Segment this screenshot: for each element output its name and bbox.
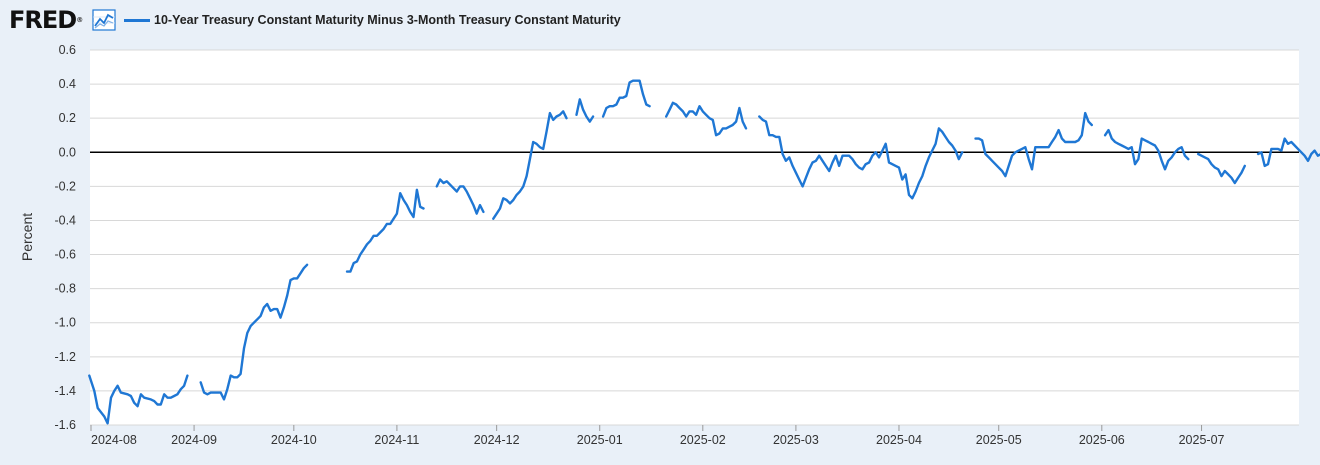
legend-series-label: 10-Year Treasury Constant Maturity Minus… [154, 13, 621, 27]
x-tick-label: 2024-09 [171, 433, 217, 447]
y-tick-label: -0.4 [54, 213, 76, 227]
chart-header: FRED® 10-Year Treasury Constant Maturity… [0, 0, 1320, 40]
y-tick-label: 0.6 [59, 43, 76, 57]
y-axis-title: Percent [19, 213, 35, 261]
x-tick-label: 2025-03 [773, 433, 819, 447]
x-tick-label: 2025-07 [1179, 433, 1225, 447]
series-line-segment[interactable] [601, 79, 651, 118]
y-tick-label: -0.6 [54, 248, 76, 262]
fred-logo-text: FRED [9, 6, 77, 34]
x-tick-label: 2024-10 [271, 433, 317, 447]
legend-series-swatch [124, 18, 150, 22]
registered-mark: ® [76, 16, 84, 24]
y-axis-ticks: 0.6 0.4 0.2 0.0 -0.2 -0.4 -0.6 -0.8 -1.0 -1.2 -1.4… [54, 43, 76, 432]
x-tick-label: 2025-02 [680, 433, 726, 447]
line-chart-icon [92, 9, 116, 31]
y-tick-label: -0.8 [54, 282, 76, 296]
x-tick-label: 2024-08 [91, 433, 137, 447]
series-line-segment[interactable] [665, 101, 748, 137]
x-tick-label: 2024-12 [474, 433, 520, 447]
series-line-segment[interactable] [1103, 128, 1190, 171]
series-line-segment[interactable] [88, 374, 189, 425]
y-tick-label: -1.0 [54, 316, 76, 330]
gridlines [90, 49, 1299, 426]
series-line-segment[interactable] [345, 188, 425, 273]
series-line-segment[interactable] [758, 115, 964, 200]
plot-area [90, 50, 1299, 425]
series-line-segment[interactable] [492, 110, 568, 220]
x-tick-label: 2025-04 [876, 433, 922, 447]
y-tick-label: -1.4 [54, 384, 76, 398]
series-line-segment[interactable] [974, 111, 1094, 178]
series-line-segment[interactable] [575, 98, 595, 123]
x-tick-label: 2024-11 [374, 433, 419, 447]
series-line-segment[interactable] [435, 178, 485, 215]
x-axis-ticks: 2024-08 2024-09 2024-10 2024-11 2024-12 2025-… [90, 425, 1225, 447]
fred-logo[interactable]: FRED® [9, 6, 83, 34]
y-tick-label: 0.2 [59, 111, 76, 125]
y-tick-label: -1.2 [54, 350, 76, 364]
series-lines [88, 79, 1320, 425]
y-tick-label: 0.4 [59, 77, 76, 91]
chart-legend[interactable]: 10-Year Treasury Constant Maturity Minus… [124, 11, 621, 29]
y-tick-label: 0.0 [59, 145, 76, 159]
y-tick-label: -1.6 [54, 418, 76, 432]
series-line-segment[interactable] [1256, 137, 1320, 168]
y-tick-label: -0.2 [54, 179, 76, 193]
series-line-segment[interactable] [1196, 152, 1247, 185]
x-tick-label: 2025-01 [577, 433, 623, 447]
x-tick-label: 2025-06 [1079, 433, 1125, 447]
series-line-segment[interactable] [199, 263, 309, 401]
x-tick-label: 2025-05 [976, 433, 1022, 447]
